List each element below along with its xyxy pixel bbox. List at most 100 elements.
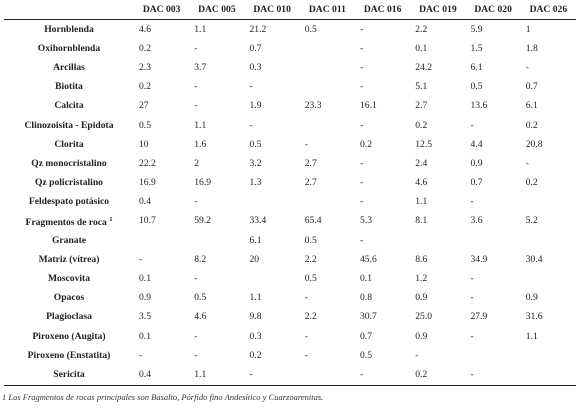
mineral-name: Qz policristalino bbox=[35, 177, 103, 189]
mineral-name: Moscovita bbox=[47, 273, 91, 285]
mineral-name: Clinozoisita - Epidota bbox=[24, 119, 114, 131]
mineral-name: Sericita bbox=[53, 368, 85, 380]
value-cell bbox=[189, 231, 244, 250]
value-cell: 1.2 bbox=[415, 273, 428, 285]
value-cell: 0.1 bbox=[360, 273, 372, 285]
mineral-name-cell: Granate bbox=[4, 231, 134, 250]
value-cell: 0.7 bbox=[470, 177, 483, 189]
value-cell: - bbox=[360, 42, 364, 54]
table-row: Qz monocristalino 22.2 2 3.2 2.7 - 2.4 0.9 - bbox=[4, 154, 576, 173]
value-cell: 0.3 bbox=[249, 61, 262, 73]
value-cell bbox=[300, 78, 355, 97]
table-row: Oxihornblenda 0.2 - 0.7 - 0.1 1.5 1.8 bbox=[4, 39, 576, 58]
mineral-name: Feldespato potásico bbox=[28, 196, 110, 208]
mineral-name-cell: Clinozoisita - Epidota bbox=[4, 116, 134, 135]
value-cell: 20 bbox=[249, 253, 260, 265]
value-cell: 2.2 bbox=[304, 311, 317, 323]
value-cell bbox=[410, 231, 465, 250]
value-cell: 4.4 bbox=[470, 138, 483, 150]
table-row: Clorita 10 1.6 0.5 - 0.2 12.5 4.4 20.8 bbox=[4, 135, 576, 154]
value-cell: 1 bbox=[525, 23, 531, 35]
value-cell bbox=[300, 39, 355, 58]
value-cell: 16.1 bbox=[360, 100, 377, 112]
value-cell: 1.5 bbox=[470, 42, 483, 54]
value-cell: 0.4 bbox=[139, 196, 151, 208]
mineral-name-cell: Oxihornblenda bbox=[4, 39, 134, 58]
value-cell: - bbox=[360, 196, 364, 208]
value-cell: 16.9 bbox=[194, 177, 212, 189]
value-cell: 4.6 bbox=[139, 23, 151, 35]
value-cell: 45.6 bbox=[360, 253, 377, 265]
value-cell: 22.2 bbox=[139, 157, 156, 169]
value-cell: - bbox=[525, 157, 529, 169]
mineral-name-cell: Piroxeno (Enstatita) bbox=[4, 346, 134, 365]
column-header: DAC 020 bbox=[474, 3, 512, 15]
column-header: DAC 019 bbox=[419, 3, 457, 15]
mineral-name: Piroxeno (Augita) bbox=[32, 330, 106, 342]
footnote-marker: 1 bbox=[109, 215, 113, 223]
mineral-name-cell: Plagioclasa bbox=[4, 308, 134, 327]
value-cell: 0.8 bbox=[360, 292, 372, 304]
value-cell: 2.7 bbox=[415, 100, 428, 112]
value-cell: 65.4 bbox=[304, 215, 322, 227]
value-cell: - bbox=[139, 253, 143, 265]
value-cell: 33.4 bbox=[249, 215, 267, 227]
value-cell: 3.5 bbox=[139, 311, 151, 323]
value-cell: 0.7 bbox=[249, 42, 262, 54]
column-header: DAC 016 bbox=[363, 3, 402, 15]
mineral-name: Calcita bbox=[54, 100, 84, 112]
value-cell bbox=[521, 346, 576, 365]
value-cell: 0.3 bbox=[249, 330, 262, 342]
value-cell: 1.6 bbox=[194, 138, 207, 150]
value-cell: 10.7 bbox=[139, 215, 156, 227]
value-cell: 5.1 bbox=[415, 81, 428, 93]
mineral-name-cell: Arcillas bbox=[4, 58, 134, 77]
mineral-name-cell: Fragmentos de roca 1 bbox=[4, 212, 134, 231]
value-cell: 0.7 bbox=[360, 330, 372, 342]
value-cell bbox=[521, 365, 576, 385]
value-cell: 0.7 bbox=[525, 81, 538, 93]
table-row: Moscovita 0.1 - 0.5 0.1 1.2 - bbox=[4, 269, 576, 288]
table-row: Clinozoisita - Epidota 0.5 1.1 - - 0.2 - 0.2 bbox=[4, 116, 576, 135]
value-cell: 1.9 bbox=[249, 100, 262, 112]
value-cell: 0.2 bbox=[249, 349, 262, 361]
value-cell: 0.1 bbox=[139, 330, 151, 342]
mineral-name-cell: Matriz (vítrea) bbox=[4, 250, 134, 269]
mineral-composition-table: DAC 003 DAC 005 DAC 010 DAC 011 DAC 016 DAC 0… bbox=[4, 1, 576, 386]
value-cell: 0.5 bbox=[249, 138, 262, 150]
value-cell: 0.5 bbox=[304, 23, 317, 35]
table-body: Hornblenda 4.6 1.1 21.2 0.5-2.2 5.9 1 Oxihornbl… bbox=[4, 20, 576, 386]
value-cell: - bbox=[194, 196, 198, 208]
value-cell: 0.5 bbox=[139, 119, 151, 131]
value-cell: - bbox=[470, 119, 474, 131]
value-cell: 4.6 bbox=[194, 311, 207, 323]
value-cell: 2.2 bbox=[415, 23, 428, 35]
value-cell: - bbox=[525, 61, 529, 73]
value-cell: 2.3 bbox=[139, 61, 151, 73]
value-cell: 30.4 bbox=[525, 253, 543, 265]
value-cell: - bbox=[304, 349, 308, 361]
value-cell: 0.2 bbox=[525, 119, 538, 131]
value-cell: 3.7 bbox=[194, 61, 207, 73]
table-row: Plagioclasa 3.5 4.6 9.8 2.2 30.7 25.0 27.9 31.6 bbox=[4, 308, 576, 327]
table-row: Matriz (vítrea) - 8.2 20 2.2 45.6 8.6 34.9 30.4 bbox=[4, 250, 576, 269]
mineral-name-cell: Piroxeno (Augita) bbox=[4, 327, 134, 346]
value-cell: - bbox=[249, 119, 253, 131]
value-cell: 8.1 bbox=[415, 215, 428, 227]
table-row: Feldespato potásico 0.4 - - 1.1 - bbox=[4, 193, 576, 212]
value-cell: - bbox=[304, 138, 308, 150]
value-cell: - bbox=[194, 100, 198, 112]
value-cell: - bbox=[470, 292, 474, 304]
value-cell: 9.8 bbox=[249, 311, 262, 323]
value-cell: 2.7 bbox=[304, 177, 317, 189]
table-row: Biotita 0.2 - - - 5.1 0.5 0.7 bbox=[4, 78, 576, 97]
value-cell: 1.1 bbox=[194, 119, 207, 131]
value-cell: 4.6 bbox=[415, 177, 428, 189]
value-cell bbox=[521, 269, 576, 288]
mineral-name: Biotita bbox=[55, 81, 83, 93]
mineral-name: Arcillas bbox=[53, 61, 85, 73]
value-cell: 0.5 bbox=[304, 273, 317, 285]
value-cell: 6.1 bbox=[470, 61, 483, 73]
value-cell bbox=[521, 193, 576, 212]
